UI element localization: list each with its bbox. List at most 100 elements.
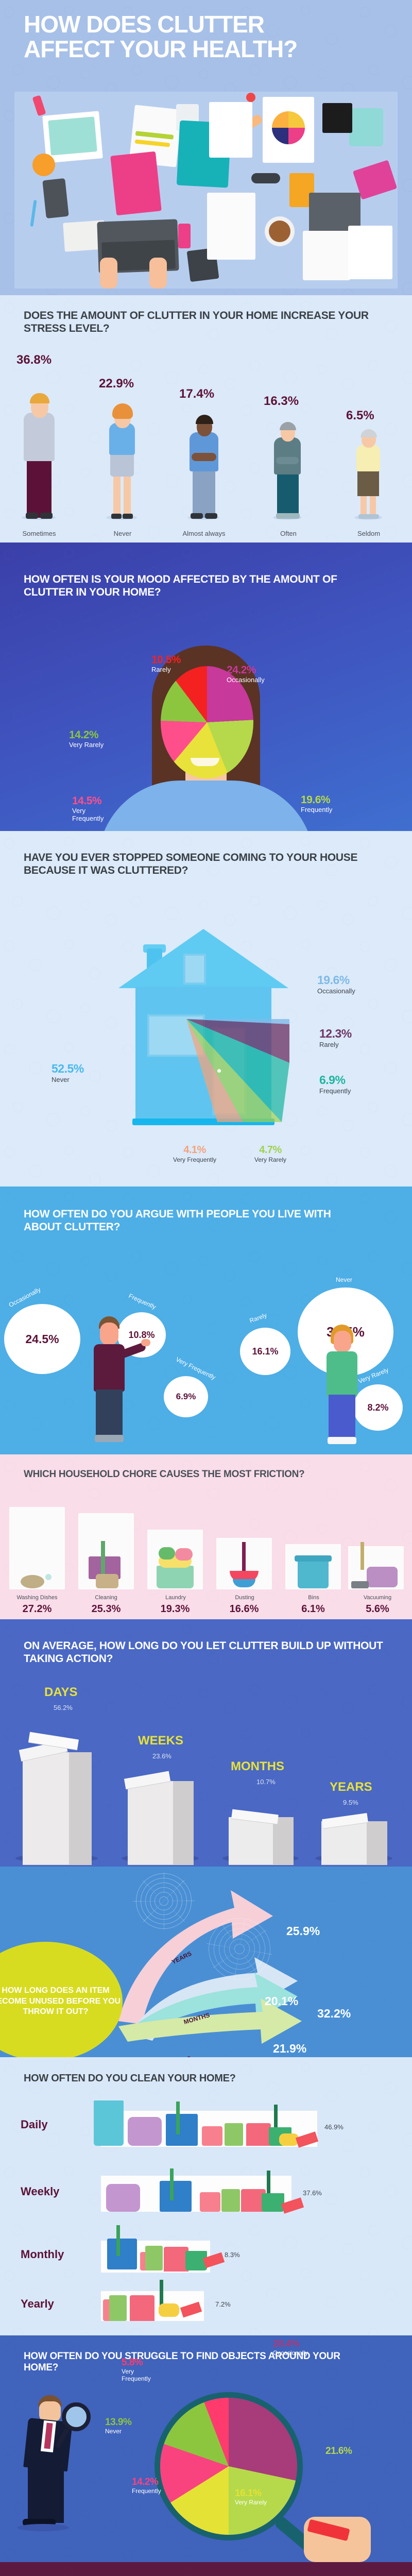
figure-skirt <box>357 469 379 496</box>
argue-bubble-rarely[interactable]: 16.1% <box>240 1328 290 1375</box>
argue-question: HOW OFTEN DO YOU ARGUE WITH PEOPLE YOU L… <box>24 1208 331 1233</box>
line-chart-paper-icon <box>207 193 255 260</box>
magazine-two-icon <box>348 226 392 279</box>
stress-pct-0: 36.8% <box>16 353 52 367</box>
hand-right-icon <box>149 258 167 289</box>
mouth-smile-icon <box>191 758 219 766</box>
laundry-basket-icon <box>157 1566 194 1588</box>
findobjects-pct-3: 14.2% <box>132 2477 159 2487</box>
house-illustration <box>118 929 289 1135</box>
house-name-5: Never <box>52 1076 70 1083</box>
green-bucket-icon <box>262 2193 284 2212</box>
stress-label-1: Never <box>113 530 132 537</box>
argue-pct-0: 24.5% <box>25 1332 59 1346</box>
mood-question: HOW OFTEN IS YOUR MOOD AFFECTED BY THE A… <box>24 573 337 598</box>
buildup-label-2: MONTHS <box>231 1759 284 1773</box>
cleanfreq-label-3: Yearly <box>21 2297 54 2310</box>
arrow-weeks <box>131 1973 298 2032</box>
house-pct-4: 4.1% <box>183 1144 206 1156</box>
house-pct-0: 19.6% <box>317 973 350 987</box>
wardrobe-section: WHAT PROPORTION OF YOUR WARDROBE HAVE YO… <box>0 2562 412 2576</box>
figure-hair <box>360 429 377 437</box>
chore-pct-2: 19.3% <box>160 1603 190 1615</box>
figure-shoe-left <box>191 513 203 519</box>
paper-stack-years <box>317 1810 390 1867</box>
duster-feathers-2-icon <box>233 1579 255 1587</box>
mood-name-4: Very Frequently <box>72 807 104 822</box>
stress-pct-4: 6.5% <box>346 409 374 422</box>
door-knob-icon <box>217 1069 221 1073</box>
bin-icon <box>298 1560 329 1588</box>
cleanfreq-label-1: Weekly <box>21 2185 60 2198</box>
broom-icon <box>267 2171 270 2201</box>
vacuum-icon <box>128 2117 162 2146</box>
house-name-1: Rarely <box>319 1041 339 1048</box>
figure-head <box>334 1331 351 1352</box>
house-pct-1: 12.3% <box>319 1027 352 1040</box>
bottle-icon <box>32 95 46 116</box>
mood-section: HOW OFTEN IS YOUR MOOD AFFECTED BY THE A… <box>0 543 412 831</box>
sponge-icon <box>225 2123 243 2146</box>
cleanfreq-pct-3: 7.2% <box>215 2300 231 2308</box>
house-label-frequently: 6.9% Frequently <box>319 1073 351 1095</box>
spider-web-2-icon <box>206 1918 273 1980</box>
figure-torso <box>109 423 135 455</box>
stress-label-2: Almost always <box>182 530 226 537</box>
argue-bubble-very-rarely[interactable]: 8.2% <box>353 1384 403 1431</box>
house-label-very-rarely: 4.7% Very Rarely <box>254 1144 286 1163</box>
figure-legs <box>28 2466 64 2523</box>
mop-bucket-blue-icon <box>166 2114 198 2146</box>
cleanfreq-pct-0: 46.9% <box>324 2123 344 2131</box>
mood-label-very-rarely: 14.2% Very Rarely <box>69 729 104 749</box>
house-name-0: Occasionally <box>317 987 355 995</box>
house-label-very-frequently: 4.1% Very Frequently <box>173 1144 216 1163</box>
figure-legs-2 <box>370 494 376 516</box>
chore-pct-4: 6.1% <box>301 1603 325 1615</box>
findobjects-pct-5: 5.8% <box>122 2357 143 2368</box>
stress-pct-2: 17.4% <box>179 387 215 401</box>
magnifier-ring <box>154 2392 303 2540</box>
stress-label-4: Seldom <box>357 530 381 537</box>
dustpan-icon <box>246 2123 271 2146</box>
house-pct-3: 4.7% <box>259 1144 282 1156</box>
chore-label-5: Vacuuming <box>363 1595 392 1601</box>
dishes-bubbles-icon <box>45 1574 52 1580</box>
buildup-pct-0: 56.2% <box>54 1704 73 1711</box>
spray-bottle-icon <box>202 2126 222 2146</box>
stress-label-0: Sometimes <box>22 530 56 537</box>
figure-shoe-left <box>111 514 122 519</box>
house-name-3: Very Rarely <box>254 1156 287 1163</box>
figure-shadow <box>18 2524 69 2531</box>
paper-stack-days <box>18 1732 95 1867</box>
stress-person-1 <box>105 401 139 520</box>
argue-bubble-occasionally[interactable]: 24.5% <box>4 1304 80 1374</box>
mop-bucket-blue-icon <box>107 2239 137 2269</box>
unused-callout-bubble: HOW LONG DOES AN ITEM BECOME UNUSED BEFO… <box>0 1942 123 2057</box>
mop-bucket-blue-icon <box>160 2181 192 2212</box>
figure-legs-2 <box>124 473 131 517</box>
mop-icon <box>116 2225 120 2256</box>
chore-label-3: Dusting <box>235 1595 254 1601</box>
paper-sheet <box>69 1752 92 1865</box>
mood-pct-1: 24.2% <box>227 664 256 676</box>
buildup-pct-1: 23.6% <box>152 1752 171 1760</box>
findobjects-label-never: 13.9% Never <box>105 2417 132 2435</box>
unused-callout-text: HOW LONG DOES AN ITEM BECOME UNUSED BEFO… <box>0 1986 121 2016</box>
figure-hair <box>280 422 296 430</box>
figure-legs <box>193 468 215 518</box>
figure-head <box>39 2401 61 2422</box>
figure-legs <box>329 1395 355 1439</box>
stress-person-2 <box>186 410 221 520</box>
findobjects-label-frequently: 14.2% Frequently <box>132 2477 161 2495</box>
cleanfreq-pct-2: 8.3% <box>225 2251 240 2259</box>
yellow-sponge-icon <box>279 2133 299 2146</box>
unused-pct-days: 21.9% <box>273 2042 307 2055</box>
cleanfreq-label-0: Daily <box>21 2118 48 2131</box>
chore-pct-3: 16.6% <box>229 1603 259 1615</box>
findobjects-name-4: Never <box>105 2428 122 2435</box>
stress-person-0 <box>21 382 58 520</box>
findobjects-name-5: Very Frequently <box>122 2368 151 2382</box>
argue-bubble-very-frequently[interactable]: 6.9% <box>164 1376 208 1417</box>
argue-pct-3: 16.1% <box>252 1346 279 1357</box>
mood-label-rarely: 10.5% Rarely <box>151 654 181 674</box>
